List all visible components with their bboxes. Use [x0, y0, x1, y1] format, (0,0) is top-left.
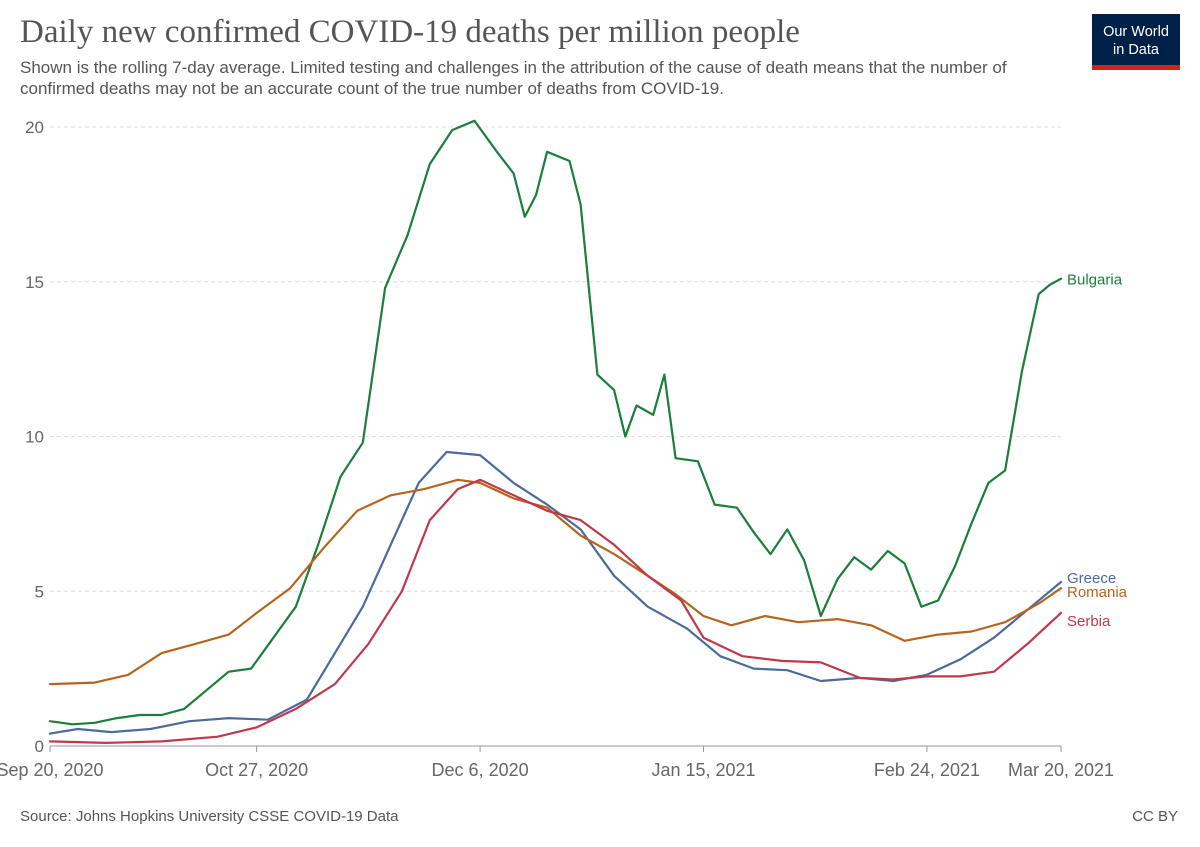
- x-axis: Sep 20, 2020 Oct 27, 2020 Dec 6, 2020 Jan 1…: [0, 745, 1114, 780]
- x-tick-label: Sep 20, 2020: [0, 760, 104, 780]
- y-axis: 0 5 10 15 20: [25, 118, 44, 756]
- series-label-romania: Romania: [1067, 584, 1128, 601]
- series-label-bulgaria: Bulgaria: [1067, 272, 1123, 289]
- chart-title: Daily new confirmed COVID-19 deaths per …: [20, 14, 800, 50]
- source-note[interactable]: Source: Johns Hopkins University CSSE CO…: [20, 808, 399, 825]
- series-line-romania[interactable]: [48, 478, 1063, 686]
- y-tick-label: 5: [35, 582, 44, 601]
- y-tick-label: 10: [25, 428, 44, 447]
- x-tick-label: Jan 15, 2021: [651, 760, 755, 780]
- gridlines: [50, 126, 1061, 592]
- owid-logo[interactable]: Our World in Data: [1092, 14, 1180, 70]
- license-label[interactable]: CC BY: [1132, 808, 1178, 825]
- y-tick-label: 20: [25, 118, 44, 137]
- x-tick-label: Oct 27, 2020: [205, 760, 308, 780]
- series-line-greece[interactable]: [48, 450, 1063, 735]
- logo-line-1: Our World: [1103, 24, 1169, 40]
- x-tick-label: Dec 6, 2020: [432, 760, 529, 780]
- series-line-serbia[interactable]: [48, 478, 1063, 745]
- series-lines: [48, 119, 1063, 745]
- x-tick-label: Mar 20, 2021: [1008, 760, 1114, 780]
- series-label-greece: Greece: [1067, 570, 1116, 587]
- series-line-bulgaria[interactable]: [48, 119, 1063, 726]
- y-tick-label: 15: [25, 273, 44, 292]
- x-tick-label: Feb 24, 2021: [874, 760, 980, 780]
- y-tick-label: 0: [35, 737, 44, 756]
- logo-line-2: in Data: [1113, 42, 1159, 58]
- line-chart: 0 5 10 15 20 Sep 20, 2020 Oct 27, 2020 Dec 6, …: [0, 118, 1128, 780]
- series-label-serbia: Serbia: [1067, 613, 1111, 630]
- chart-subtitle: Shown is the rolling 7-day average. Limi…: [20, 58, 1007, 98]
- logo-accent-bar: [1092, 65, 1180, 70]
